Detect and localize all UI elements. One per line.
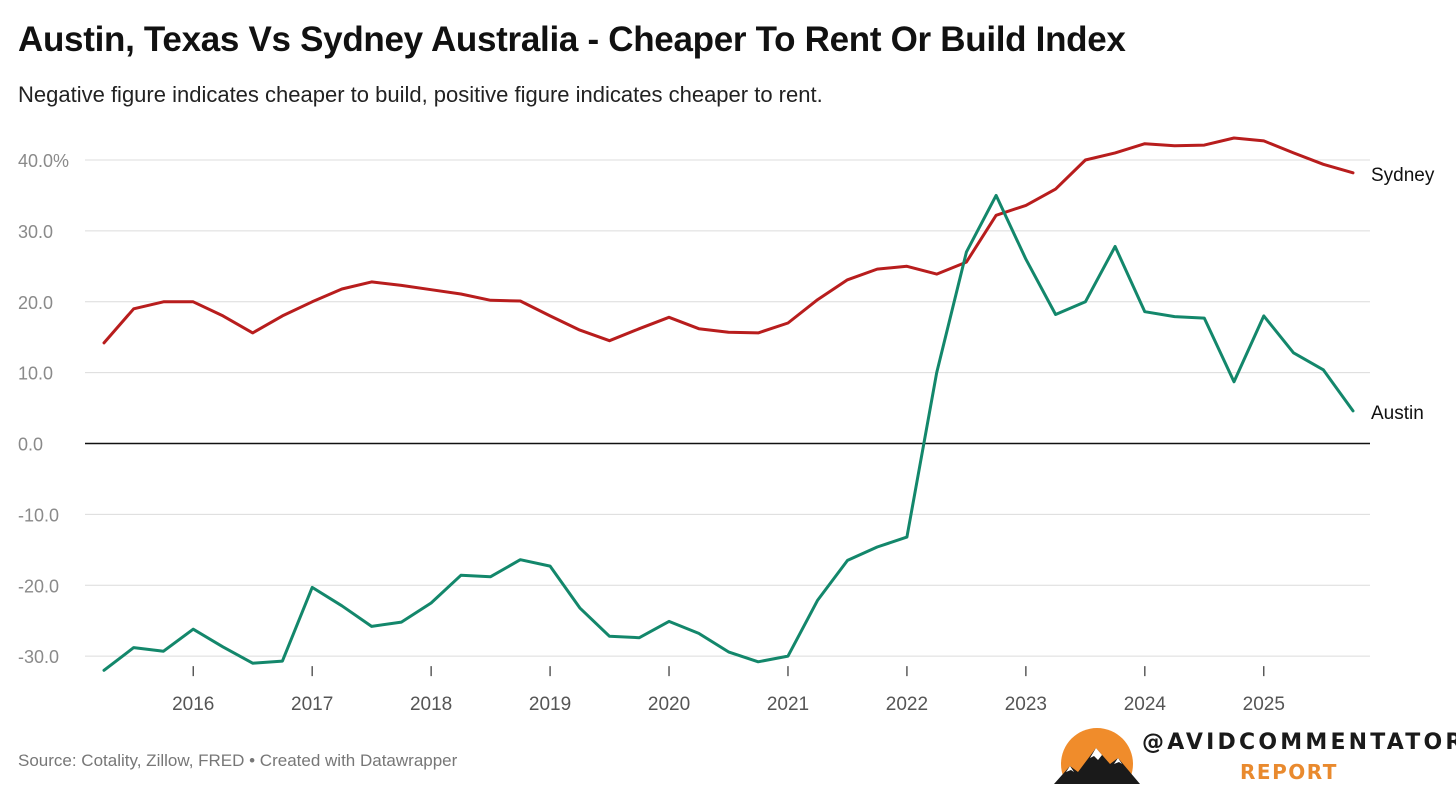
series-line-austin <box>102 193 1355 672</box>
y-axis-ticks: 40.0% 30.0 20.0 10.0 0.0 -10.0 -20.0 -30.0 <box>18 151 69 667</box>
y-tick-label: 40.0% <box>18 151 69 171</box>
x-tick-label: 2017 <box>291 694 333 715</box>
y-tick-label: 30.0 <box>18 222 53 242</box>
x-tick-label: 2019 <box>529 694 571 715</box>
y-tick-label: -30.0 <box>18 647 59 667</box>
mountain-sun-logo-icon <box>1052 728 1142 788</box>
series-label-sydney: Sydney <box>1371 165 1435 186</box>
series-labels: Sydney Austin <box>1371 165 1435 424</box>
x-tick-label: 2024 <box>1124 694 1167 715</box>
x-tick-label: 2023 <box>1005 694 1047 715</box>
x-tick-label: 2022 <box>886 694 928 715</box>
chart-subtitle: Negative figure indicates cheaper to bui… <box>18 82 823 107</box>
y-tick-label: -20.0 <box>18 576 59 596</box>
y-tick-label: 10.0 <box>18 364 53 384</box>
x-tick-label: 2021 <box>767 694 809 715</box>
y-tick-label: 0.0 <box>18 435 43 455</box>
series-label-austin: Austin <box>1371 403 1424 424</box>
source-note: Source: Cotality, Zillow, FRED • Created… <box>18 751 458 770</box>
series-lines <box>102 136 1355 672</box>
brand-report-label: REPORT <box>1240 760 1338 784</box>
brand-handle: @AVIDCOMMENTATOR <box>1142 730 1456 755</box>
grid-lines <box>85 159 1370 657</box>
x-tick-label: 2020 <box>648 694 690 715</box>
series-line-sydney <box>102 136 1355 345</box>
chart-title: Austin, Texas Vs Sydney Australia - Chea… <box>18 20 1126 59</box>
x-tick-label: 2025 <box>1243 694 1285 715</box>
x-axis-ticks: 2016 2017 2018 2019 2020 2021 2022 2023 2024 2025 <box>172 666 1285 715</box>
brand-block: @AVIDCOMMENTATOR REPORT <box>1052 726 1456 788</box>
x-tick-label: 2018 <box>410 694 452 715</box>
y-tick-label: 20.0 <box>18 293 53 313</box>
y-tick-label: -10.0 <box>18 505 59 525</box>
x-tick-label: 2016 <box>172 694 214 715</box>
